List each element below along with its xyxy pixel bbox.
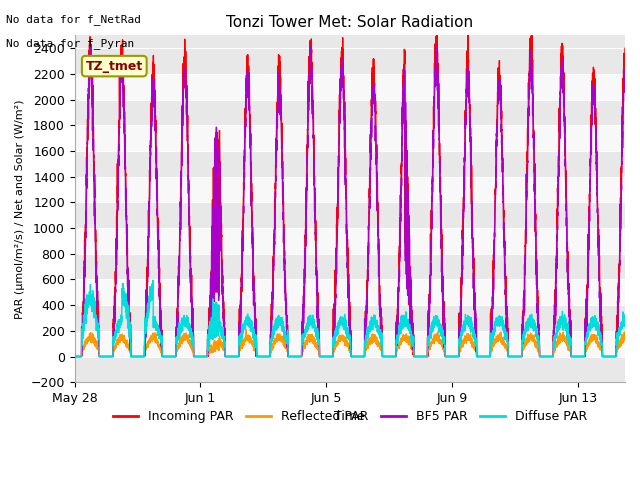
Reflected PAR bbox=[266, 354, 273, 360]
Text: No data for f_Pyran: No data for f_Pyran bbox=[6, 38, 134, 49]
BF5 PAR bbox=[307, 44, 314, 49]
Line: Diffuse PAR: Diffuse PAR bbox=[75, 280, 625, 357]
Reflected PAR bbox=[448, 354, 456, 360]
Bar bbox=[75, 125, 625, 151]
Bar bbox=[75, 203, 625, 228]
Incoming PAR bbox=[621, 46, 629, 51]
Y-axis label: PAR (μmol/m²/s) / Net and Solar (W/m²): PAR (μmol/m²/s) / Net and Solar (W/m²) bbox=[15, 99, 25, 319]
Diffuse PAR bbox=[71, 354, 79, 360]
Diffuse PAR bbox=[163, 354, 171, 360]
Diffuse PAR bbox=[266, 354, 273, 360]
Bar bbox=[75, 74, 625, 99]
Bar bbox=[75, 151, 625, 177]
BF5 PAR bbox=[448, 354, 456, 360]
Diffuse PAR bbox=[391, 354, 399, 360]
BF5 PAR bbox=[621, 69, 629, 75]
Incoming PAR bbox=[163, 354, 171, 360]
Diffuse PAR bbox=[72, 354, 80, 360]
Line: BF5 PAR: BF5 PAR bbox=[75, 47, 625, 357]
Line: Reflected PAR: Reflected PAR bbox=[75, 330, 625, 357]
Incoming PAR bbox=[524, 125, 531, 131]
Bar bbox=[75, 254, 625, 279]
Bar bbox=[75, 305, 625, 331]
Bar bbox=[75, 48, 625, 74]
X-axis label: Time: Time bbox=[335, 410, 365, 423]
Reflected PAR bbox=[163, 354, 171, 360]
BF5 PAR bbox=[265, 354, 273, 360]
Incoming PAR bbox=[71, 354, 79, 360]
Bar bbox=[75, 177, 625, 203]
BF5 PAR bbox=[163, 354, 171, 360]
Line: Incoming PAR: Incoming PAR bbox=[75, 26, 625, 357]
Reflected PAR bbox=[72, 354, 80, 360]
Diffuse PAR bbox=[524, 319, 532, 324]
BF5 PAR bbox=[524, 160, 532, 166]
Reflected PAR bbox=[524, 336, 532, 342]
BF5 PAR bbox=[71, 354, 79, 360]
Text: TZ_tmet: TZ_tmet bbox=[86, 60, 143, 72]
Incoming PAR bbox=[265, 354, 273, 360]
Text: No data for f_NetRad: No data for f_NetRad bbox=[6, 14, 141, 25]
BF5 PAR bbox=[391, 354, 399, 360]
Bar bbox=[75, 99, 625, 125]
Bar bbox=[75, 279, 625, 305]
Bar bbox=[75, 228, 625, 254]
Title: Tonzi Tower Met: Solar Radiation: Tonzi Tower Met: Solar Radiation bbox=[227, 15, 474, 30]
Diffuse PAR bbox=[149, 277, 157, 283]
Incoming PAR bbox=[528, 23, 536, 29]
BF5 PAR bbox=[72, 354, 80, 360]
Bar bbox=[75, 331, 625, 357]
Reflected PAR bbox=[242, 327, 250, 333]
Bar bbox=[75, 357, 625, 382]
Diffuse PAR bbox=[621, 315, 629, 321]
Legend: Incoming PAR, Reflected PAR, BF5 PAR, Diffuse PAR: Incoming PAR, Reflected PAR, BF5 PAR, Di… bbox=[108, 405, 592, 428]
Reflected PAR bbox=[71, 354, 79, 360]
Reflected PAR bbox=[621, 334, 629, 340]
Incoming PAR bbox=[72, 354, 80, 360]
Incoming PAR bbox=[391, 354, 399, 360]
Incoming PAR bbox=[448, 354, 456, 360]
Reflected PAR bbox=[391, 354, 399, 360]
Diffuse PAR bbox=[448, 354, 456, 360]
